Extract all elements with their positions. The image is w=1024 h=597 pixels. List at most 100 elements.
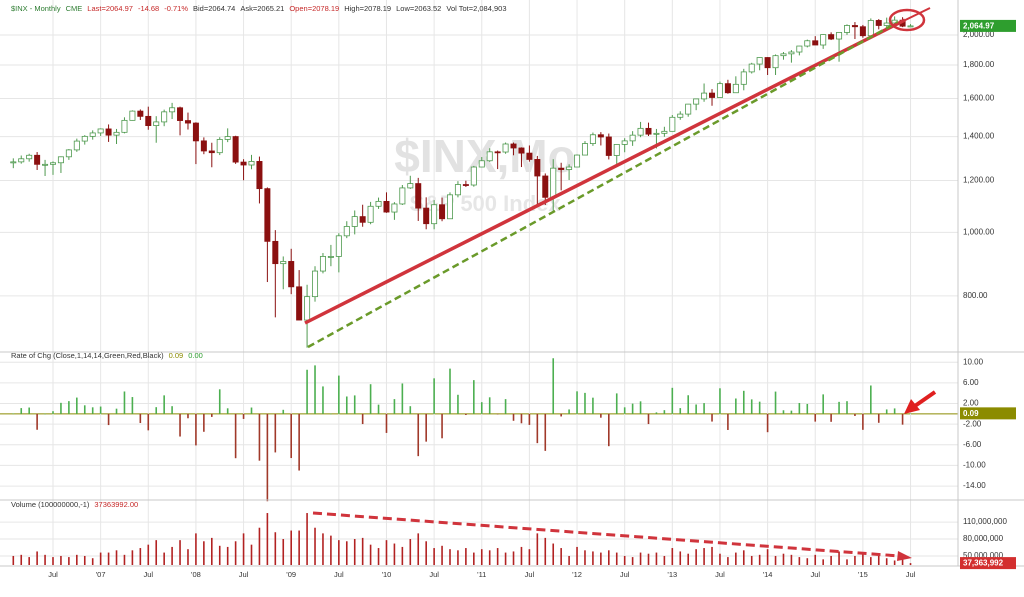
x-tick-label: Jul bbox=[429, 570, 439, 579]
bar bbox=[480, 402, 483, 414]
bar bbox=[163, 395, 165, 414]
header-item: High=2078.19 bbox=[344, 4, 391, 13]
bar bbox=[266, 413, 269, 502]
candle-body bbox=[113, 131, 120, 136]
bar bbox=[576, 546, 578, 565]
bar bbox=[615, 393, 618, 414]
candle-body bbox=[828, 34, 835, 40]
last-value-tag-box bbox=[960, 407, 1016, 420]
bar bbox=[345, 396, 348, 414]
bar bbox=[441, 545, 443, 565]
panel-title: Volume (100000000,-1) 37363992.00 bbox=[11, 500, 138, 509]
bar bbox=[496, 413, 499, 415]
candle-body bbox=[875, 20, 882, 26]
header-item: Open=2078.19 bbox=[289, 4, 339, 13]
candle-body bbox=[907, 25, 914, 28]
bar bbox=[290, 413, 292, 459]
bar bbox=[68, 401, 70, 414]
bar bbox=[735, 552, 737, 565]
panel-title-text: Rate of Chg (Close,1,14,14,Green,Red,Bla… bbox=[11, 351, 164, 360]
bar bbox=[274, 532, 277, 565]
bar bbox=[441, 413, 443, 439]
last-value-tag: 37,363,992 bbox=[960, 557, 1016, 570]
bar bbox=[520, 546, 523, 565]
bar bbox=[750, 399, 753, 414]
bar bbox=[893, 408, 896, 414]
header-item: $INX - Monthly bbox=[11, 4, 61, 13]
bar bbox=[457, 394, 459, 414]
candle-body bbox=[335, 235, 342, 257]
x-tick-label: '10 bbox=[382, 570, 392, 579]
candle-body bbox=[327, 256, 334, 258]
candle-body bbox=[359, 216, 366, 223]
y-tick-label: 6.00 bbox=[963, 378, 979, 387]
bar bbox=[171, 406, 173, 414]
candle-body bbox=[304, 296, 311, 321]
x-tick-label: '09 bbox=[286, 570, 296, 579]
bar bbox=[870, 385, 872, 414]
candle-body bbox=[169, 107, 176, 113]
candle-body bbox=[192, 122, 199, 142]
bar bbox=[631, 557, 634, 565]
bar bbox=[870, 557, 872, 565]
bar bbox=[735, 398, 737, 414]
chart-header: $INX - Monthly CME Last=2064.97 -14.68 -0.71… bbox=[11, 4, 506, 13]
bar bbox=[393, 543, 396, 565]
header-item: Last=2064.97 bbox=[87, 4, 133, 13]
bar bbox=[901, 413, 904, 425]
candle-body bbox=[669, 116, 676, 132]
x-tick-label: '11 bbox=[477, 570, 486, 579]
bar bbox=[298, 413, 300, 471]
candle-body bbox=[629, 134, 636, 142]
bar bbox=[234, 413, 237, 459]
candle-body bbox=[804, 40, 811, 47]
bar bbox=[758, 554, 761, 565]
bar bbox=[44, 413, 46, 415]
bar bbox=[592, 397, 594, 414]
bar bbox=[322, 533, 324, 565]
candle-body bbox=[319, 256, 326, 272]
bar bbox=[623, 555, 626, 565]
candle-body bbox=[81, 135, 88, 142]
x-tick-label: '07 bbox=[96, 570, 106, 579]
candle-body bbox=[129, 110, 136, 121]
bar bbox=[433, 378, 435, 414]
bar bbox=[274, 413, 277, 453]
bar bbox=[20, 408, 23, 414]
bar bbox=[258, 413, 261, 461]
candle-body bbox=[200, 140, 207, 152]
candle-body bbox=[851, 25, 858, 28]
bar bbox=[417, 533, 420, 565]
candle-body bbox=[716, 83, 723, 98]
bar bbox=[854, 413, 856, 416]
bar bbox=[266, 513, 269, 565]
bar bbox=[862, 552, 864, 565]
bar bbox=[60, 402, 62, 414]
bar bbox=[584, 550, 586, 565]
bar bbox=[552, 543, 555, 565]
bar bbox=[901, 557, 904, 565]
bar bbox=[679, 551, 682, 565]
bar bbox=[226, 546, 229, 565]
bar bbox=[814, 413, 817, 422]
candle-body bbox=[415, 183, 422, 209]
bar bbox=[179, 413, 181, 437]
bar bbox=[282, 539, 285, 565]
bar bbox=[631, 403, 634, 414]
x-tick-label: '15 bbox=[858, 570, 868, 579]
bar bbox=[568, 409, 570, 414]
bar bbox=[703, 403, 705, 414]
bar bbox=[742, 390, 745, 414]
candle-body bbox=[89, 132, 96, 137]
candle-body bbox=[748, 63, 755, 73]
candle-body bbox=[18, 158, 25, 163]
panel-title-value: 37363992.00 bbox=[94, 500, 138, 509]
bar bbox=[36, 551, 38, 565]
candle-body bbox=[470, 166, 477, 186]
bar bbox=[695, 549, 697, 565]
bar bbox=[195, 533, 197, 565]
bar bbox=[885, 409, 888, 414]
y-tick-label: 1,800.00 bbox=[963, 60, 995, 69]
bar bbox=[663, 410, 666, 414]
bar bbox=[242, 533, 245, 565]
